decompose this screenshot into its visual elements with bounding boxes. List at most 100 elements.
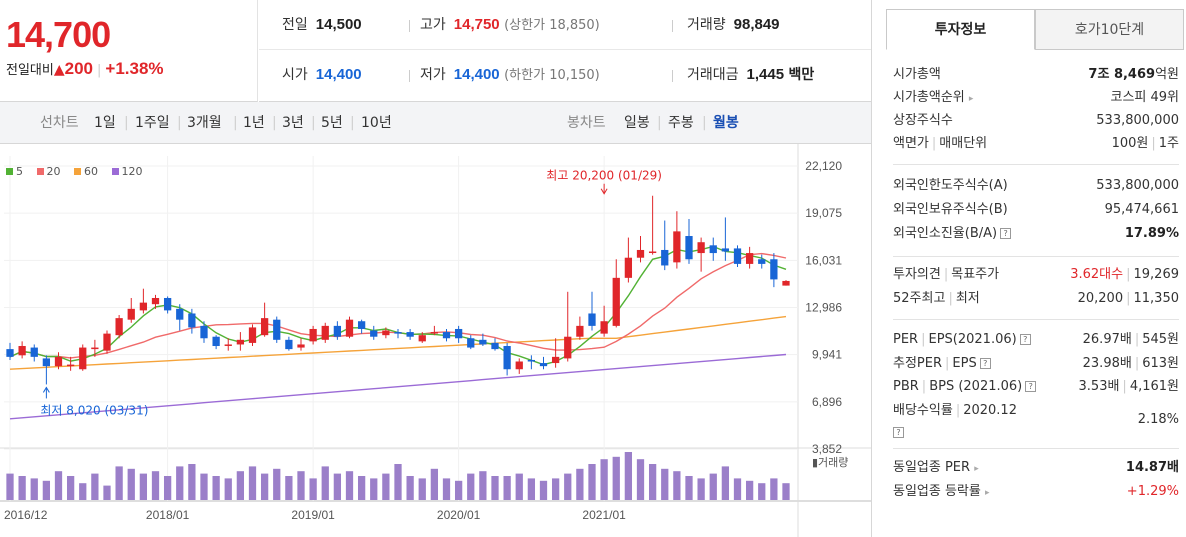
candle-body bbox=[588, 313, 596, 326]
candle-body bbox=[624, 257, 633, 278]
current-price: 14,700 bbox=[6, 14, 111, 55]
tab-monthly[interactable]: 월봉 bbox=[713, 115, 739, 131]
row-market-cap-rank[interactable]: 시가총액순위 ▸ 코스피 49위 bbox=[893, 90, 1179, 105]
candle-body bbox=[491, 342, 499, 350]
candle-body bbox=[6, 349, 14, 357]
candle-body bbox=[127, 308, 135, 320]
volume-bar bbox=[539, 480, 548, 500]
row-foreign-limit: 외국인한도주식수(A) 533,800,000 bbox=[893, 178, 1179, 193]
volume-bar bbox=[527, 478, 536, 500]
tab-order-book[interactable]: 호가10단계 bbox=[1035, 9, 1184, 50]
candle-body bbox=[685, 236, 693, 260]
candle-body bbox=[163, 297, 172, 311]
low-price: 저가 14,400 (하한가 10,150) bbox=[420, 66, 600, 83]
volume-bar bbox=[115, 466, 123, 500]
row-sector-per[interactable]: 동일업종 PER ▸ 14.87배 bbox=[893, 460, 1179, 475]
volume-bar bbox=[248, 466, 257, 500]
volume-bar bbox=[163, 476, 172, 500]
x-tick-label: 2016/12 bbox=[4, 508, 48, 522]
row-par-value: 액면가 | 매매단위 100원 | 1주 bbox=[893, 136, 1179, 151]
y-tick-label: 16,031 bbox=[805, 253, 842, 267]
volume-bar bbox=[30, 478, 38, 500]
volume-bar bbox=[479, 471, 487, 500]
line-chart-label: 선차트 bbox=[40, 115, 79, 131]
volume-bar bbox=[18, 476, 26, 500]
legend-ma120: 120 bbox=[111, 165, 143, 178]
candle-body bbox=[357, 321, 366, 329]
volume-bar bbox=[200, 473, 208, 500]
chevron-right-icon: ▸ bbox=[968, 94, 974, 104]
candle-body bbox=[503, 346, 511, 370]
chevron-right-icon: ▸ bbox=[985, 488, 990, 498]
candle-body bbox=[612, 277, 620, 326]
row-est-per: 추정PER | EPS? 23.98배 | 613원 bbox=[893, 356, 1179, 371]
volume-bar bbox=[285, 476, 293, 500]
volume-bar bbox=[745, 480, 754, 500]
tab-investment-info[interactable]: 투자정보 bbox=[886, 9, 1035, 50]
volume-bar bbox=[333, 473, 342, 500]
tab-weekly[interactable]: 주봉 bbox=[668, 115, 694, 131]
volume-bar bbox=[721, 466, 730, 500]
volume-bar bbox=[564, 473, 572, 500]
volume-bar bbox=[418, 478, 426, 500]
volume-bar bbox=[297, 471, 305, 500]
candle-body bbox=[370, 330, 378, 337]
min-price-label: 최저 8,020 (03/31) bbox=[40, 403, 148, 417]
volume-bar bbox=[212, 476, 220, 500]
current-price-box: 14,700 전일대비▲200 | +1.38% bbox=[0, 0, 258, 102]
ma60-line bbox=[9, 315, 787, 370]
volume-bar bbox=[309, 478, 317, 500]
info-icon[interactable]: ? bbox=[893, 427, 904, 438]
tab-1year[interactable]: 1년 bbox=[243, 115, 265, 131]
candle-body bbox=[636, 249, 645, 258]
info-icon[interactable]: ? bbox=[1000, 228, 1012, 239]
y-tick-label: 3,852 bbox=[812, 442, 842, 456]
candle-body bbox=[248, 327, 257, 343]
volume-bar bbox=[382, 473, 390, 500]
row-per: PER | EPS(2021.06)? 26.97배 | 545원 bbox=[893, 332, 1179, 347]
candle-body bbox=[564, 336, 572, 359]
chevron-right-icon: ▸ bbox=[974, 464, 979, 474]
volume-bar bbox=[430, 468, 439, 500]
volume-bar bbox=[770, 478, 778, 500]
candle-body bbox=[30, 347, 38, 357]
info-icon[interactable]: ? bbox=[979, 358, 991, 369]
candle-body bbox=[42, 358, 51, 367]
row-52week: 52주최고 | 최저 20,200 | 11,350 bbox=[893, 291, 1179, 306]
candle-chart-label: 봉차트 bbox=[567, 115, 606, 131]
change-label: 전일대비 bbox=[6, 63, 54, 78]
chart-period-tabs: 선차트 1일 | 1주일 | 3개월 | 1년 | 3년 | 5년 | 10년 … bbox=[0, 102, 871, 144]
tab-3month[interactable]: 3개월 bbox=[187, 115, 222, 131]
tab-daily[interactable]: 일봉 bbox=[624, 115, 650, 131]
volume-bar bbox=[188, 464, 196, 500]
candle-body bbox=[515, 361, 523, 370]
tab-1day[interactable]: 1일 bbox=[94, 115, 116, 131]
volume-bar bbox=[576, 468, 584, 500]
info-icon[interactable]: ? bbox=[1025, 381, 1037, 392]
candle-body bbox=[151, 297, 160, 305]
candle-body bbox=[673, 231, 681, 263]
y-tick-label: 6,896 bbox=[812, 395, 842, 409]
candle-body bbox=[382, 330, 390, 336]
volume-label: ▮거래량 bbox=[812, 456, 848, 469]
candle-body bbox=[79, 347, 87, 370]
tab-3year[interactable]: 3년 bbox=[282, 115, 304, 131]
y-tick-label: 22,120 bbox=[805, 159, 842, 173]
ma120-line bbox=[9, 353, 787, 420]
candle-body bbox=[527, 359, 536, 362]
candle-body bbox=[103, 333, 111, 351]
tab-1week[interactable]: 1주일 bbox=[135, 115, 170, 131]
price-stats: 전일 14,500 고가 14,750 (상한가 18,850) 거래량 98,849… bbox=[259, 0, 871, 102]
tab-5year[interactable]: 5년 bbox=[321, 115, 343, 131]
tab-10year[interactable]: 10년 bbox=[361, 115, 392, 131]
candle-body bbox=[176, 308, 184, 320]
info-icon[interactable]: ? bbox=[1019, 334, 1031, 345]
candle-body bbox=[709, 245, 717, 254]
ma20-line bbox=[9, 252, 787, 359]
row-sector-change[interactable]: 동일업종 등락률 ▸ +1.29% bbox=[893, 484, 1179, 499]
candle-body bbox=[442, 332, 451, 339]
volume-bar bbox=[467, 473, 475, 500]
volume-bar bbox=[733, 478, 742, 500]
volume-bar bbox=[636, 459, 645, 500]
candle-body bbox=[758, 259, 766, 264]
